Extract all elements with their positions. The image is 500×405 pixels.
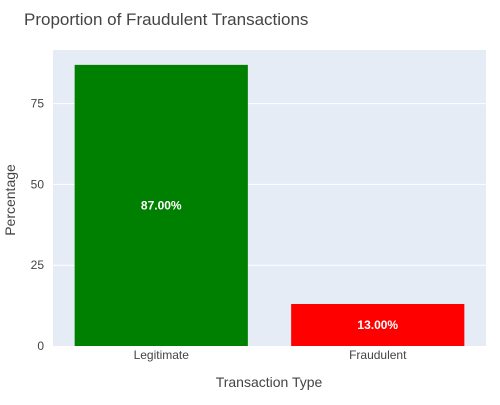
data-label: 87.00% [141,198,182,212]
data-labels: 87.00% 13.00% [141,198,399,332]
x-tick-label: Fraudulent [349,348,407,362]
y-axis-title: Percentage [2,164,18,236]
bar-fraudulent [291,303,465,346]
x-tick-label: Legitimate [134,348,190,362]
data-label: 13.00% [357,318,398,332]
chart-title: Proportion of Fraudulent Transactions [24,10,308,29]
y-tick-label: 75 [31,97,45,111]
y-tick-label: 50 [31,177,45,191]
y-tick-labels: 0 25 50 75 [31,97,45,353]
bars [74,64,465,347]
x-tick-labels: Legitimate Fraudulent [134,348,408,362]
bar-legitimate [74,64,248,347]
y-tick-label: 25 [31,258,45,272]
x-axis-title: Transaction Type [216,374,323,390]
y-tick-label: 0 [37,339,44,353]
